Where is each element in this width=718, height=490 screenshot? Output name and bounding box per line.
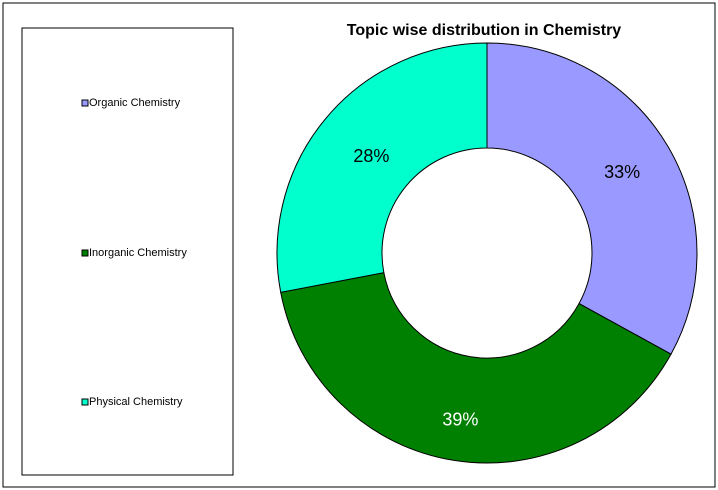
- data-label: 39%: [442, 410, 478, 430]
- chart-title: Topic wise distribution in Chemistry: [347, 22, 622, 39]
- legend-swatch: [81, 99, 89, 107]
- data-label: 28%: [353, 146, 389, 166]
- legend-box: [21, 27, 234, 476]
- data-label: 33%: [604, 162, 640, 182]
- legend-swatch: [81, 398, 89, 406]
- donut-slice: [486, 42, 698, 355]
- legend-label: Inorganic Chemistry: [89, 247, 187, 259]
- legend-label: Physical Chemistry: [89, 396, 183, 408]
- legend-label: Organic Chemistry: [89, 97, 181, 109]
- donut-slice: [280, 272, 672, 464]
- donut-slice: [276, 42, 488, 293]
- legend-swatch: [81, 249, 89, 257]
